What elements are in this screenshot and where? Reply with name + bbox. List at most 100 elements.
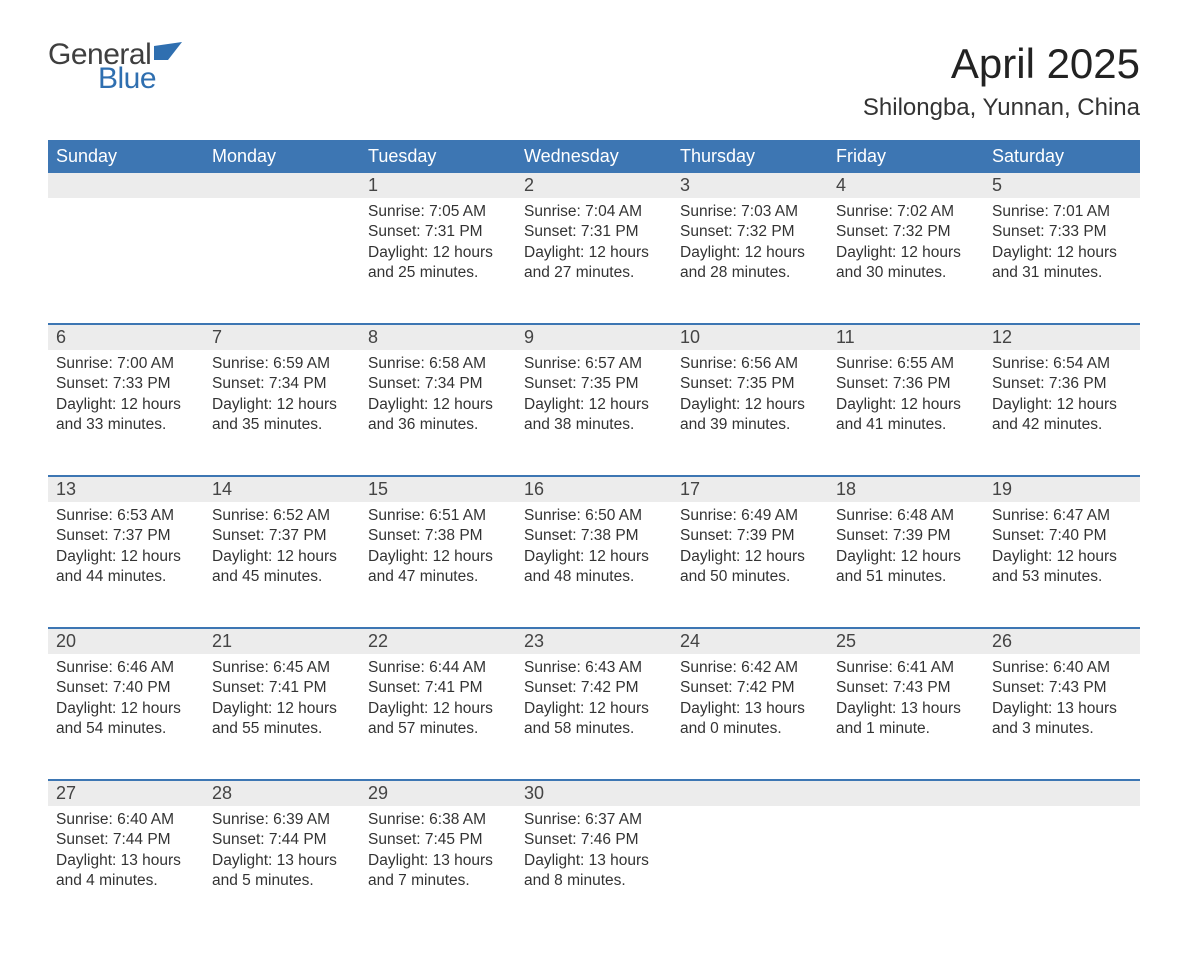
day-number-cell: 23 <box>516 628 672 654</box>
day-day2: and 51 minutes. <box>836 567 976 587</box>
day-content-cell: Sunrise: 7:01 AMSunset: 7:33 PMDaylight:… <box>984 198 1140 324</box>
day-sunset: Sunset: 7:45 PM <box>368 830 508 850</box>
day-sunrise: Sunrise: 7:02 AM <box>836 202 976 222</box>
day-number-cell: 14 <box>204 476 360 502</box>
day-number-cell: 16 <box>516 476 672 502</box>
day-number-cell: 6 <box>48 324 204 350</box>
day-content-cell <box>204 198 360 324</box>
day-content-cell: Sunrise: 6:52 AMSunset: 7:37 PMDaylight:… <box>204 502 360 628</box>
day-number-cell: 29 <box>360 780 516 806</box>
day-number-cell: 26 <box>984 628 1140 654</box>
day-day2: and 33 minutes. <box>56 415 196 435</box>
day-sunset: Sunset: 7:38 PM <box>524 526 664 546</box>
day-content-row: Sunrise: 6:53 AMSunset: 7:37 PM Daylight:… <box>48 502 1140 628</box>
day-sunrise: Sunrise: 6:53 AM <box>56 506 196 526</box>
day-day1: Daylight: 12 hours <box>212 547 352 567</box>
day-day2: and 28 minutes. <box>680 263 820 283</box>
day-number-row: 12345 <box>48 173 1140 198</box>
day-number-row: 13141516171819 <box>48 476 1140 502</box>
day-number-cell: 12 <box>984 324 1140 350</box>
day-number-cell: 20 <box>48 628 204 654</box>
page-header: General Blue April 2025 Shilongba, Yunna… <box>48 40 1140 122</box>
day-number-cell: 17 <box>672 476 828 502</box>
day-day2: and 39 minutes. <box>680 415 820 435</box>
day-day2: and 50 minutes. <box>680 567 820 587</box>
day-content-cell: Sunrise: 7:03 AMSunset: 7:32 PMDaylight:… <box>672 198 828 324</box>
day-number-cell <box>984 780 1140 806</box>
day-number-cell: 28 <box>204 780 360 806</box>
day-day1: Daylight: 13 hours <box>56 851 196 871</box>
day-day1: Daylight: 12 hours <box>524 699 664 719</box>
day-number-cell: 9 <box>516 324 672 350</box>
day-sunset: Sunset: 7:38 PM <box>368 526 508 546</box>
day-sunrise: Sunrise: 6:43 AM <box>524 658 664 678</box>
day-sunset: Sunset: 7:34 PM <box>212 374 352 394</box>
day-sunset: Sunset: 7:43 PM <box>992 678 1132 698</box>
day-day1: Daylight: 12 hours <box>212 395 352 415</box>
day-sunrise: Sunrise: 6:49 AM <box>680 506 820 526</box>
day-day1: Daylight: 12 hours <box>680 395 820 415</box>
day-day1: Daylight: 12 hours <box>524 395 664 415</box>
day-sunrise: Sunrise: 6:46 AM <box>56 658 196 678</box>
day-day1: Daylight: 12 hours <box>56 395 196 415</box>
day-day1: Daylight: 12 hours <box>836 547 976 567</box>
title-block: April 2025 Shilongba, Yunnan, China <box>863 40 1140 122</box>
flag-icon <box>154 42 182 64</box>
day-content-row: Sunrise: 7:05 AMSunset: 7:31 PMDaylight:… <box>48 198 1140 324</box>
day-number-cell: 19 <box>984 476 1140 502</box>
day-sunset: Sunset: 7:36 PM <box>992 374 1132 394</box>
day-sunrise: Sunrise: 6:40 AM <box>992 658 1132 678</box>
day-day1: Daylight: 12 hours <box>56 699 196 719</box>
day-sunset: Sunset: 7:41 PM <box>368 678 508 698</box>
day-day2: and 0 minutes. <box>680 719 820 739</box>
day-day2: and 31 minutes. <box>992 263 1132 283</box>
day-day1: Daylight: 12 hours <box>992 547 1132 567</box>
day-number-cell: 8 <box>360 324 516 350</box>
day-day1: Daylight: 12 hours <box>524 547 664 567</box>
day-number-cell: 21 <box>204 628 360 654</box>
day-number-cell: 15 <box>360 476 516 502</box>
day-sunrise: Sunrise: 7:01 AM <box>992 202 1132 222</box>
day-day2: and 45 minutes. <box>212 567 352 587</box>
day-sunset: Sunset: 7:46 PM <box>524 830 664 850</box>
day-day1: Daylight: 13 hours <box>212 851 352 871</box>
day-number-cell: 10 <box>672 324 828 350</box>
day-sunrise: Sunrise: 6:44 AM <box>368 658 508 678</box>
day-number-cell: 27 <box>48 780 204 806</box>
day-sunset: Sunset: 7:39 PM <box>836 526 976 546</box>
day-number-row: 6789101112 <box>48 324 1140 350</box>
day-number-cell: 25 <box>828 628 984 654</box>
day-day2: and 38 minutes. <box>524 415 664 435</box>
day-content-row: Sunrise: 6:40 AMSunset: 7:44 PMDaylight:… <box>48 806 1140 932</box>
day-sunset: Sunset: 7:41 PM <box>212 678 352 698</box>
day-day2: and 8 minutes. <box>524 871 664 891</box>
day-sunrise: Sunrise: 6:39 AM <box>212 810 352 830</box>
day-sunset: Sunset: 7:40 PM <box>56 678 196 698</box>
day-day1: Daylight: 12 hours <box>680 547 820 567</box>
day-day2: and 4 minutes. <box>56 871 196 891</box>
day-sunset: Sunset: 7:37 PM <box>56 526 196 546</box>
day-day1: Daylight: 13 hours <box>680 699 820 719</box>
day-day2: and 30 minutes. <box>836 263 976 283</box>
day-number-cell: 1 <box>360 173 516 198</box>
calendar-head: SundayMondayTuesdayWednesdayThursdayFrid… <box>48 140 1140 173</box>
day-sunset: Sunset: 7:40 PM <box>992 526 1132 546</box>
calendar-table: SundayMondayTuesdayWednesdayThursdayFrid… <box>48 140 1140 932</box>
day-sunrise: Sunrise: 6:55 AM <box>836 354 976 374</box>
day-sunset: Sunset: 7:31 PM <box>524 222 664 242</box>
day-number-cell: 5 <box>984 173 1140 198</box>
day-day2: and 44 minutes. <box>56 567 196 587</box>
day-number-cell: 13 <box>48 476 204 502</box>
day-sunrise: Sunrise: 6:57 AM <box>524 354 664 374</box>
day-sunset: Sunset: 7:43 PM <box>836 678 976 698</box>
day-header: Saturday <box>984 140 1140 173</box>
day-header: Thursday <box>672 140 828 173</box>
brand-logo: General Blue <box>48 40 182 94</box>
day-content-cell: Sunrise: 7:04 AMSunset: 7:31 PMDaylight:… <box>516 198 672 324</box>
day-content-cell: Sunrise: 6:37 AMSunset: 7:46 PMDaylight:… <box>516 806 672 932</box>
day-content-cell: Sunrise: 6:53 AMSunset: 7:37 PMDaylight:… <box>48 502 204 628</box>
day-day2: and 5 minutes. <box>212 871 352 891</box>
day-content-cell: Sunrise: 6:41 AMSunset: 7:43 PMDaylight:… <box>828 654 984 780</box>
day-day1: Daylight: 12 hours <box>368 243 508 263</box>
day-day1: Daylight: 13 hours <box>524 851 664 871</box>
